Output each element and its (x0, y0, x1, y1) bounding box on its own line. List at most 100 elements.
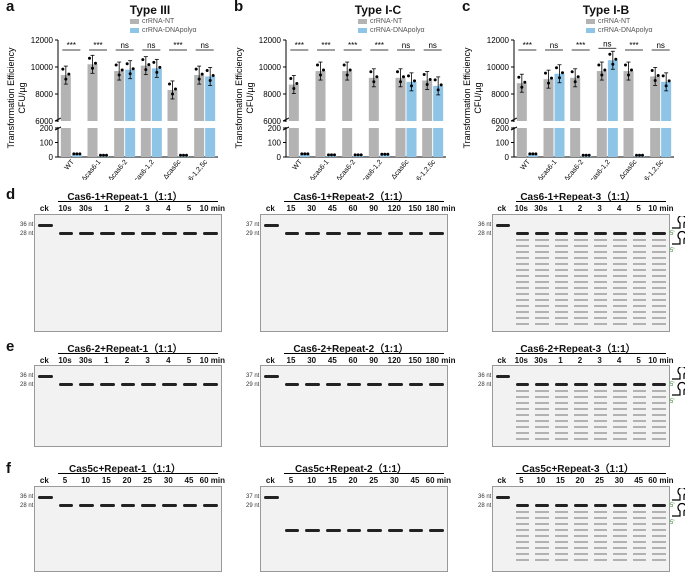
cleaved-band (203, 504, 218, 507)
bar-nt (650, 76, 661, 121)
size-marker: 36 nt (478, 494, 492, 500)
cleaved-band (162, 232, 177, 235)
cleaved-band (162, 504, 177, 507)
degradation-smear (515, 511, 530, 565)
data-point (61, 67, 65, 71)
data-point (300, 152, 304, 156)
bar-dna-lower (661, 128, 672, 157)
cleaved-band (613, 504, 627, 507)
bar-dna-lower (554, 128, 565, 157)
y-tick-label: 6000 (491, 117, 509, 126)
cleaved-band (652, 383, 666, 386)
data-point (523, 80, 527, 84)
hairpin-diagram: 5' 5' (670, 488, 685, 526)
lane-label: 15 (286, 204, 296, 213)
lane-label: 3 (145, 204, 150, 213)
cleaved-band (79, 504, 94, 507)
size-marker: 37 nt (246, 222, 260, 228)
chart-legend: crRNA-NT crRNA-DNApolyα (358, 17, 425, 35)
bar-nt-lower (395, 128, 406, 157)
cleaved-band (326, 232, 341, 235)
size-marker: 36 nt (20, 373, 34, 379)
bar-nt (114, 71, 125, 121)
gel-title-underline (58, 201, 218, 202)
lane-label: 25 (369, 476, 379, 485)
data-point (561, 71, 564, 75)
bar-nt (315, 71, 326, 121)
lane-label: 30s (78, 356, 93, 365)
bar-chart-b: Transformation Efficiency CFU/µg 6000 8000 1… (234, 36, 446, 180)
bar-nt (395, 77, 406, 121)
lane-label: 45 (410, 476, 420, 485)
data-point (544, 71, 547, 75)
size-marker: 28 nt (478, 382, 492, 388)
bar-nt (543, 79, 554, 121)
cleaved-band (79, 232, 94, 235)
x-tick-label: Δcas6-1,2 (358, 159, 384, 180)
gel-title-underline (284, 201, 444, 202)
cleaved-band (367, 232, 382, 235)
y-tick-label: 8000 (35, 90, 53, 99)
data-point (396, 70, 399, 74)
data-point (587, 153, 591, 157)
gel-image (34, 214, 222, 332)
lane-label: 10s (58, 356, 72, 365)
cleaved-band (58, 232, 74, 235)
lane-label: 10 (81, 476, 91, 485)
legend-label: crRNA-DNApolyα (142, 27, 197, 34)
data-point (330, 153, 333, 157)
x-tick-label: Δcas6-2 (335, 159, 357, 180)
cleaved-band (515, 232, 530, 235)
data-point (517, 75, 521, 79)
significance-label: *** (173, 41, 182, 50)
y-tick-label: 12000 (259, 36, 282, 45)
chart-legend: crRNA-NT crRNA-DNApolyα (586, 17, 653, 35)
data-point (327, 153, 330, 157)
lane-label: 5 (636, 204, 641, 213)
significance-label: *** (576, 41, 585, 50)
bar-dna (151, 68, 162, 121)
degradation-smear (535, 390, 549, 440)
data-point (581, 153, 585, 157)
lane-label: 45 (327, 204, 337, 213)
significance-label: *** (321, 41, 330, 50)
gel-title: Cas5c+Repeat-1（1:1） (69, 464, 181, 475)
gel-image (260, 214, 448, 332)
lane-label: 10s (514, 356, 528, 365)
cleaved-band (652, 504, 666, 507)
cleaved-band (429, 383, 444, 386)
bar-nt-lower (167, 128, 178, 157)
data-point (197, 77, 201, 81)
legend-item-dna: crRNA-DNApolyα (358, 26, 425, 35)
data-point (182, 153, 185, 157)
size-marker: 29 nt (246, 231, 260, 237)
gel-title: Cas6-1+Repeat-3（1:1） (520, 192, 636, 203)
cleaved-band (535, 504, 549, 507)
degradation-smear (515, 239, 530, 325)
size-marker: 28 nt (20, 382, 34, 388)
lane-label: ck (265, 204, 275, 213)
lane-label: 1 (558, 204, 563, 213)
legend-label: crRNA-NT (598, 18, 631, 25)
x-tick-label: Δcas6-1,2 (586, 159, 612, 180)
panel-label-d: d (6, 186, 16, 203)
lane-label: 120 (387, 204, 401, 213)
degradation-smear (632, 390, 647, 440)
x-tick-label: Δcas6-1,2,5c (178, 158, 210, 180)
gel-title-underline (516, 353, 666, 354)
significance-label: *** (93, 41, 102, 50)
uncleaved-band (38, 224, 53, 227)
uncleaved-band (264, 224, 279, 227)
data-point (72, 152, 76, 156)
cleaved-band (58, 383, 74, 386)
bar-dna (406, 81, 417, 121)
degradation-smear (535, 239, 549, 325)
bar-dna (554, 73, 565, 121)
size-marker: 36 nt (20, 494, 34, 500)
lane-label: 30 (307, 356, 317, 365)
y-tick-label: 0 (49, 153, 54, 162)
data-point (333, 153, 336, 157)
y-tick-label: 6000 (35, 117, 53, 126)
data-point (534, 152, 538, 156)
gel-title: Cas6-2+Repeat-3（1:1） (520, 344, 636, 355)
